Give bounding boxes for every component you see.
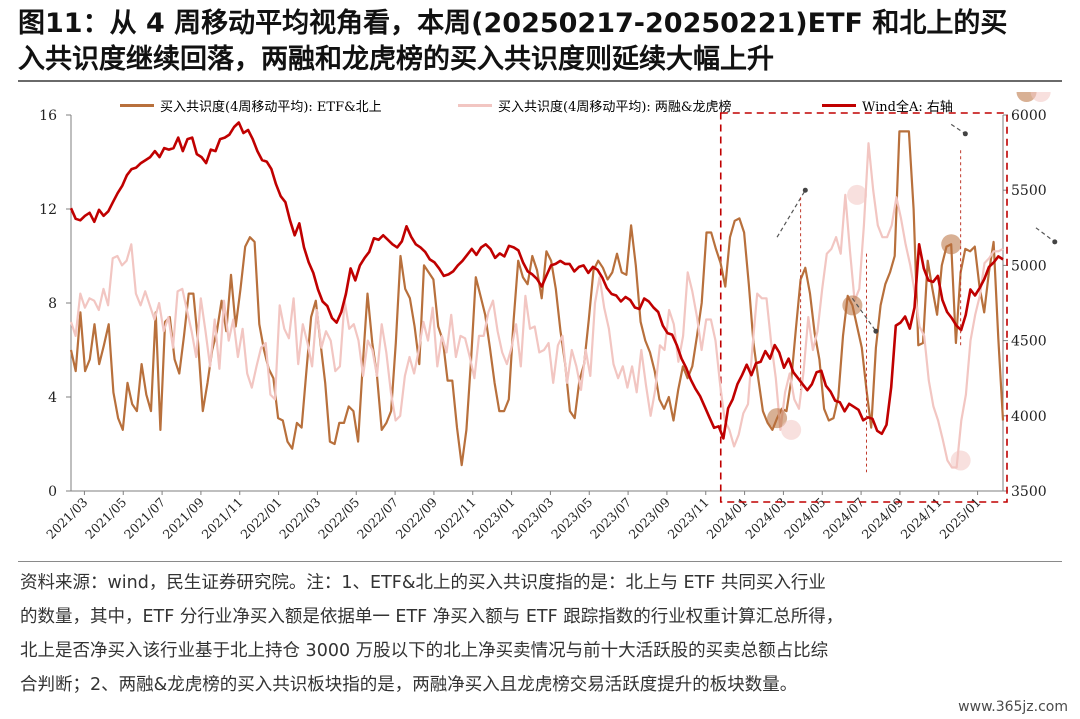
legend-label-etf: 买入共识度(4周移动平均): ETF&北上: [160, 99, 382, 115]
x-tick-label: 2023/07: [587, 494, 634, 541]
legend-item-etf: 买入共识度(4周移动平均): ETF&北上: [120, 95, 382, 115]
annotation-circle: [941, 234, 962, 255]
annotation-arrow-head: [1052, 239, 1058, 245]
annotation-circle: [1030, 92, 1051, 102]
title-line-1: 图11：从 4 周移动平均视角看，本周(20250217-20250221)ET…: [18, 8, 1008, 39]
x-tick-label: 2023/05: [548, 495, 595, 542]
x-tick-label: 2021/03: [43, 494, 90, 541]
annotation-circle: [767, 408, 788, 429]
annotation-circle: [842, 295, 863, 316]
annotation-circle: [781, 419, 802, 440]
x-tick-label: 2023/11: [665, 495, 712, 542]
legend-item-margin: 买入共识度(4周移动平均): 两融&龙虎榜: [458, 95, 732, 115]
x-tick-label: 2022/09: [393, 494, 440, 541]
note-line-3: 北上是否净买入该行业基于北上持仓 3000 万股以下的北上净买卖情况与前十大活跃…: [20, 641, 829, 661]
note-line-1: 资料来源：wind，民生证券研究院。注：1、ETF&北上的买入共识度指的是：北上…: [20, 573, 826, 593]
footnote-divider: [18, 561, 1062, 562]
x-tick-label: 2023/09: [626, 494, 673, 541]
legend-swatch-wind: [822, 103, 856, 107]
watermark: www.365jz.com: [958, 699, 1068, 715]
annotation-arrow: [1035, 227, 1056, 243]
figure-title: 图11：从 4 周移动平均视角看，本周(20250217-20250221)ET…: [18, 6, 1068, 78]
annotation-arrow-head: [802, 187, 808, 193]
legend-swatch-margin: [458, 103, 492, 107]
legend-label-margin: 买入共识度(4周移动平均): 两融&龙虎榜: [498, 99, 732, 115]
x-tick-label: 2021/07: [121, 494, 168, 541]
annotation-circle: [950, 450, 971, 471]
annotation-arrow-head: [962, 131, 968, 137]
left-tick-label: 0: [48, 484, 57, 500]
x-tick-label: 2021/09: [160, 494, 207, 541]
left-tick-label: 4: [48, 390, 57, 406]
x-tick-label: 2022/03: [276, 494, 323, 541]
x-tick-label: 2021/11: [199, 495, 246, 542]
x-tick-label: 2022/11: [432, 495, 479, 542]
source-note: 资料来源：wind，民生证券研究院。注：1、ETF&北上的买入共识度指的是：北上…: [20, 566, 1070, 702]
right-tick-label: 6000: [1011, 108, 1047, 124]
legend-item-wind: Wind全A: 右轴: [822, 95, 953, 115]
series-line-wind: [69, 121, 1004, 440]
right-tick-label: 5000: [1011, 258, 1047, 274]
series-line-etf: [69, 130, 1005, 467]
title-divider: [18, 80, 1062, 82]
legend-label-wind: Wind全A: 右轴: [862, 99, 953, 115]
annotation-arrow: [950, 123, 966, 135]
note-line-2: 的数量，其中，ETF 分行业净买入额是依据单一 ETF 净买入额与 ETF 跟踪…: [20, 607, 844, 627]
right-tick-label: 3500: [1011, 484, 1047, 500]
x-tick-label: 2022/07: [354, 494, 401, 541]
x-tick-label: 2022/01: [237, 495, 284, 542]
right-tick-label: 4500: [1011, 334, 1047, 350]
left-tick-label: 16: [39, 108, 57, 124]
title-line-2: 入共识度继续回落，两融和龙虎榜的买入共识度则延续大幅上升: [18, 44, 774, 75]
series-line-margin: [69, 142, 1004, 469]
line-chart: 04812163500400045005000550060002021/0320…: [39, 92, 1058, 542]
annotation-arrow-head: [873, 328, 879, 334]
legend-swatch-etf: [120, 103, 154, 107]
note-line-4: 合判断；2、两融&龙虎榜的买入共识板块指的是，两融净买入且龙虎榜交易活跃度提升的…: [20, 675, 798, 695]
annotation-circle: [847, 184, 868, 205]
right-tick-label: 5500: [1011, 183, 1047, 199]
x-tick-label: 2022/05: [315, 495, 362, 542]
left-tick-label: 8: [48, 296, 57, 312]
left-tick-label: 12: [39, 202, 57, 218]
x-tick-label: 2021/05: [82, 495, 129, 542]
highlight-dashed-box: [719, 112, 1008, 503]
x-tick-label: 2023/03: [509, 494, 556, 541]
right-tick-label: 4000: [1011, 409, 1047, 425]
x-tick-label: 2023/01: [470, 495, 517, 542]
